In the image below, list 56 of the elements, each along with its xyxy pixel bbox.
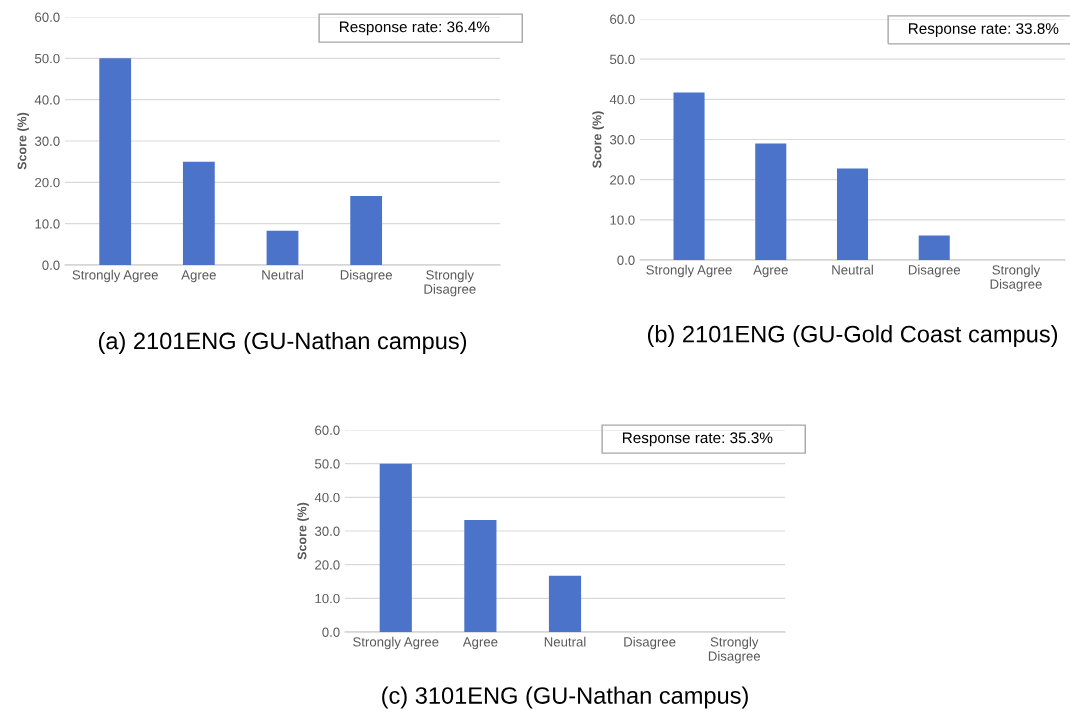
annotation: Response rate: 35.3% xyxy=(622,432,773,447)
bar xyxy=(673,92,705,260)
y-tick-label: 50.0 xyxy=(34,53,60,64)
y-tick-label: 10.0 xyxy=(35,219,60,229)
y-tick-label: 0.0 xyxy=(322,627,340,637)
x-tick-label: Strongly Disagree xyxy=(424,269,476,297)
y-tick-label: 0.0 xyxy=(42,260,60,270)
y-tick-label: 20.0 xyxy=(315,560,340,570)
x-tick-label: Strongly Disagree xyxy=(708,636,761,664)
annotation: Response rate: 36.4% xyxy=(339,21,490,36)
text: (a) 2101ENG (GU-Nathan campus) xyxy=(98,331,467,354)
bar xyxy=(350,195,383,265)
x-tick-label: Agree xyxy=(462,637,498,650)
bar xyxy=(379,463,412,632)
y-tick-label: 10.0 xyxy=(610,215,635,225)
y-tick-label: 40.0 xyxy=(609,94,635,105)
y-tick-label: 0.0 xyxy=(617,255,635,265)
y-tick-label: 10.0 xyxy=(315,593,340,604)
y-tick-label: 60.0 xyxy=(315,425,340,435)
y-tick-label: 60.0 xyxy=(610,14,635,24)
y-tick-label: 60.0 xyxy=(35,12,60,22)
x-tick-label: Strongly Agree xyxy=(72,269,158,283)
x-tick-label: Strongly Disagree xyxy=(990,264,1042,292)
y-axis-title: Score (%) xyxy=(17,112,29,170)
bar xyxy=(99,58,132,265)
bar xyxy=(755,143,787,260)
y-tick-label: 30.0 xyxy=(34,136,60,146)
bar xyxy=(918,235,950,260)
y-tick-label: 40.0 xyxy=(34,95,60,105)
x-tick-label: Strongly Agree xyxy=(646,264,732,278)
bar xyxy=(548,575,582,632)
x-tick-label: Disagree xyxy=(908,264,961,278)
text: (c) 3101ENG (GU-Nathan campus) xyxy=(382,686,748,709)
bar xyxy=(464,519,497,632)
x-tick-label: Neutral xyxy=(832,264,873,275)
x-tick-label: Agree xyxy=(753,265,788,278)
x-tick-label: Disagree xyxy=(624,636,676,650)
y-axis-title: Score (%) xyxy=(592,111,604,168)
bar xyxy=(836,168,869,260)
bar xyxy=(266,230,299,265)
x-tick-label: Strongly Agree xyxy=(353,636,439,650)
text: (b) 2101ENG (GU-Gold Coast campus) xyxy=(647,325,1058,348)
y-tick-label: 20.0 xyxy=(35,177,60,188)
y-tick-label: 30.0 xyxy=(314,526,340,536)
x-tick-label: Disagree xyxy=(340,269,392,283)
bar xyxy=(182,161,215,265)
x-tick-label: Neutral xyxy=(544,636,586,647)
y-tick-label: 20.0 xyxy=(610,175,635,185)
y-tick-label: 40.0 xyxy=(314,492,340,503)
y-tick-label: 50.0 xyxy=(314,459,340,469)
y-tick-label: 30.0 xyxy=(609,135,635,145)
x-tick-label: Neutral xyxy=(262,269,303,280)
x-tick-label: Agree xyxy=(181,270,216,283)
y-tick-label: 50.0 xyxy=(609,54,635,65)
y-axis-title: Score (%) xyxy=(297,502,309,560)
annotation: Response rate: 33.8% xyxy=(908,23,1059,37)
